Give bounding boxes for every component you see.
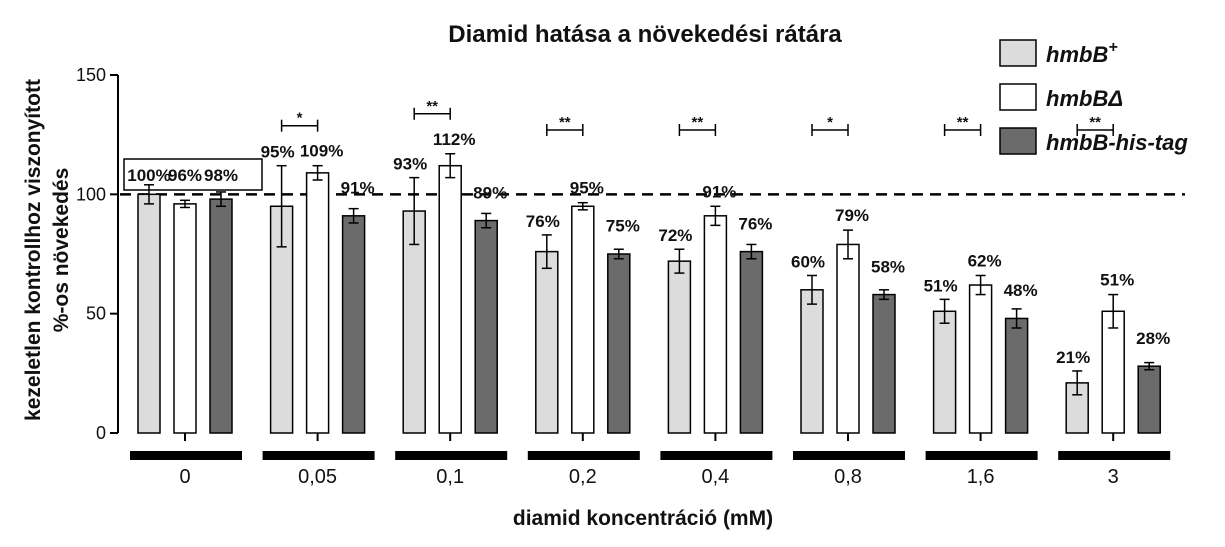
y-tick-label: 0 [96,423,106,443]
bar [800,289,824,434]
legend-swatch [999,39,1037,67]
label-box [123,158,263,191]
data-label: 51% [924,276,958,295]
bar [173,203,197,434]
data-label: 100% [127,166,170,185]
plot-area: 0 50 100 150 0 100%96% 98% 0,05 95% 109% 91% * 0,1 93… [76,65,1185,488]
bar [438,164,462,434]
data-label: 109% [300,142,343,161]
data-label: 95% [261,143,295,162]
x-category-label: 0,4 [701,466,729,488]
data-label: 98% [204,166,238,185]
bar [1101,310,1125,434]
significance-stars: ** [957,114,969,131]
bar [607,253,631,434]
x-category-label: 0,8 [834,466,862,488]
data-label: 51% [1100,271,1134,290]
bar [474,219,498,434]
data-label: 91% [341,178,375,197]
legend-label: hmbBΔ [1046,86,1123,111]
bar [209,198,233,434]
bar [305,172,330,434]
data-label: 75% [606,217,640,236]
data-label: 91% [702,182,736,201]
legend: hmbB+ hmbBΔ hmbB-his-tag [999,39,1188,155]
significance-stars: * [827,114,833,131]
data-label: 60% [791,252,825,271]
bar [1004,317,1029,434]
y-tick-label: 100 [76,184,106,204]
bar [1137,365,1161,434]
x-category-label: 1,6 [967,466,995,488]
data-label: 89% [473,183,507,202]
x-category-label: 3 [1108,466,1119,488]
bar [739,250,764,434]
data-label: 79% [835,206,869,225]
bar [836,243,860,434]
significance-stars: * [297,110,303,127]
chart-title: Diamid hatása a növekedési rátára [448,21,842,48]
data-label: 58% [871,257,905,276]
legend-swatch [999,127,1037,155]
bar [932,310,957,434]
data-label: 76% [738,214,772,233]
bar [341,215,366,434]
group-marker-bar [660,451,773,460]
legend-label: hmbB-his-tag [1046,130,1188,155]
bar [872,293,896,434]
data-label: 76% [526,212,560,231]
data-label: 112% [433,130,476,149]
bar [667,260,692,434]
group-marker-bar [925,451,1038,460]
data-label: 28% [1136,329,1170,348]
legend-label: hmbB+ [1046,39,1118,67]
y-axis-label-line1: kezeletlen kontrollhoz viszonyított [22,79,45,421]
bar [137,193,161,434]
group-marker-bar [793,451,905,460]
significance-stars: ** [426,98,438,115]
bar [968,284,993,434]
x-category-label: 0 [179,466,190,488]
legend-label-suffix: Δ [1107,86,1123,111]
data-label: 93% [393,155,427,174]
significance-stars: ** [692,114,704,131]
x-category-label: 0,05 [298,466,337,488]
group-marker-bar [262,451,375,460]
group-marker-bar [1058,451,1171,460]
bar [571,205,595,434]
group-marker-bar [395,451,508,460]
group-marker-bar [527,451,640,460]
bar [703,215,728,434]
y-axis-label-line2: %-os növekedés [50,168,73,333]
x-category-label: 0,1 [436,466,464,488]
data-label: 95% [570,179,604,198]
y-tick-label: 150 [76,65,106,85]
significance-stars: ** [559,114,571,131]
x-axis-label: diamid koncentráció (mM) [513,507,773,530]
y-tick-label: 50 [86,304,106,324]
data-label: 72% [658,226,692,245]
legend-label-suffix: + [1108,39,1117,56]
legend-swatch [999,83,1037,111]
data-label: 21% [1056,348,1090,367]
data-label: 48% [1004,281,1038,300]
significance-stars: ** [1089,114,1101,131]
x-category-label: 0,2 [569,466,597,488]
data-label: 96% [168,166,202,185]
group-marker-bar [130,451,242,460]
data-label: 62% [968,251,1002,270]
bar [535,250,559,434]
